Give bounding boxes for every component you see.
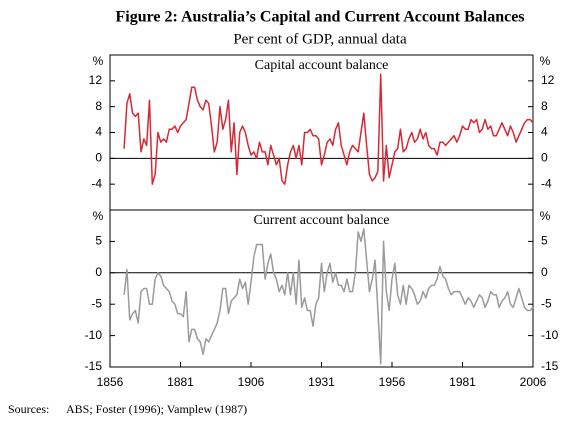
- x-tick-label: 1906: [238, 375, 265, 389]
- y-tick-label: 8: [95, 99, 102, 113]
- y-tick-label: -15: [85, 359, 103, 373]
- y-unit: %: [93, 54, 104, 68]
- y-tick-label: -4: [541, 176, 552, 190]
- y-tick-label: 5: [95, 234, 102, 248]
- x-tick-label: 2006: [520, 375, 547, 389]
- y-unit: %: [540, 54, 551, 68]
- y-tick-label: 0: [95, 151, 102, 165]
- chart-title: Figure 2: Australia’s Capital and Curren…: [115, 9, 524, 26]
- x-tick-label: 1981: [449, 375, 476, 389]
- series-label: Capital account balance: [255, 58, 389, 73]
- x-tick-label: 1881: [167, 375, 194, 389]
- y-tick-label: -4: [91, 176, 102, 190]
- sources-text: ABS; Foster (1996); Vamplew (1987): [66, 402, 247, 416]
- y-tick-label: 5: [541, 234, 548, 248]
- series-label: Current account balance: [253, 213, 389, 228]
- y-tick-label: 0: [541, 151, 548, 165]
- panel-frame: [109, 209, 534, 368]
- y-unit: %: [93, 209, 104, 223]
- y-tick-label: 12: [541, 73, 555, 87]
- y-tick-label: 0: [95, 265, 102, 279]
- y-tick-label: -10: [541, 328, 559, 342]
- panel-frame: [109, 54, 534, 211]
- y-tick-label: -15: [541, 359, 559, 373]
- y-tick-label: -5: [541, 296, 552, 310]
- y-tick-label: -5: [91, 296, 102, 310]
- series-line: [123, 228, 534, 365]
- y-tick-label: 12: [89, 73, 103, 87]
- y-tick-label: -10: [85, 328, 103, 342]
- y-tick-label: 4: [95, 125, 102, 139]
- x-tick-label: 1856: [97, 375, 124, 389]
- y-unit: %: [540, 209, 551, 223]
- x-tick-label: 1956: [379, 375, 406, 389]
- sources-label: Sources:: [8, 402, 49, 416]
- y-tick-label: 8: [541, 99, 548, 113]
- y-tick-label: 4: [541, 125, 548, 139]
- chart-subtitle: Per cent of GDP, annual data: [233, 31, 407, 47]
- y-tick-label: 0: [541, 265, 548, 279]
- x-tick-label: 1931: [308, 375, 335, 389]
- series-line: [123, 73, 534, 185]
